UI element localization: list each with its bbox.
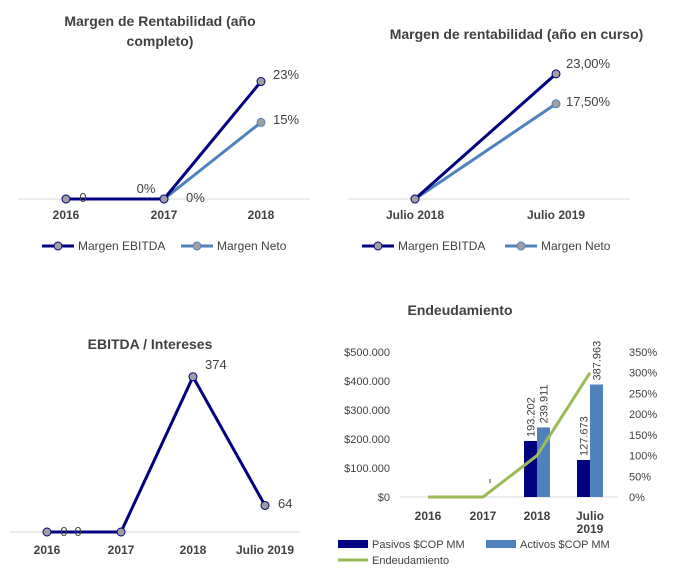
chart-title-line-2: completo) xyxy=(126,33,194,49)
data-point xyxy=(256,117,266,127)
chart-title: Margen de rentabilidad (año en curso) xyxy=(389,26,644,42)
legend-activos-swatch xyxy=(486,540,516,548)
bar-activos xyxy=(590,384,603,497)
legend-margen-neto-label: Margen Neto xyxy=(217,239,287,253)
x-tick-label: Julio 2018 xyxy=(386,208,444,222)
data-label: 0 xyxy=(0,0,4,3)
chart-svg: $0 $100.000 $200.000 $300.000 $400.000 $500.0… xyxy=(338,341,657,567)
y-tick-label: $500.000 xyxy=(344,347,390,359)
x-tick-label: 2016 xyxy=(34,543,61,557)
data-point xyxy=(188,372,198,382)
data-label: 374 xyxy=(205,357,227,372)
data-point xyxy=(256,77,266,87)
legend-margen-neto-label: Margen Neto xyxy=(541,239,611,253)
x-tick-label: Julio xyxy=(576,509,604,523)
data-point xyxy=(551,99,561,109)
chart-title: EBITDA / Intereses xyxy=(87,336,213,352)
chart-endeudamiento: Endeudamiento $0 $100.000 $200.000 $300.000… xyxy=(320,290,693,582)
data-label: 0% xyxy=(186,190,205,205)
data-label: 127.673 xyxy=(579,416,591,456)
legend-margen-ebitda-label: Margen EBITDA xyxy=(78,239,165,253)
y2-tick-label: 300% xyxy=(629,368,657,380)
data-label: 0 xyxy=(79,190,86,205)
x-tick-label: Julio 2019 xyxy=(236,543,294,557)
x-tick-label: 2016 xyxy=(53,208,80,222)
chart-margen-curso: Margen de rentabilidad (año en curso) Ju… xyxy=(340,0,693,270)
x-tick-label: 2018 xyxy=(248,208,275,222)
data-label: 0 xyxy=(60,524,67,539)
data-point xyxy=(42,527,52,537)
x-tick-label: 2019 xyxy=(577,522,604,536)
y2-tick-label: 50% xyxy=(629,471,651,483)
series-line xyxy=(414,102,557,201)
data-point xyxy=(61,194,71,204)
data-point xyxy=(116,527,126,537)
data-label: 64 xyxy=(278,496,292,511)
data-label: 15% xyxy=(273,112,299,127)
legend-margen-ebitda-marker xyxy=(53,241,63,251)
data-point xyxy=(551,69,561,79)
chart-title-line-1: Margen de Rentabilidad (año xyxy=(64,13,256,29)
legend-activos-label: Activos $COP MM xyxy=(520,539,610,551)
chart-title: Margen de Rentabilidad (año completo) xyxy=(30,11,290,51)
y2-tick-label: 100% xyxy=(629,451,657,463)
y-tick-label: $300.000 xyxy=(344,405,390,417)
chart-svg: 2016 2017 2018 0 0% 23% 0 0% 15% Margen EBITDA Mar… xyxy=(0,0,310,253)
legend-pasivos-swatch xyxy=(338,540,368,548)
y-tick-label: $100.000 xyxy=(344,463,390,475)
data-label: 0% xyxy=(137,181,156,196)
series-line xyxy=(47,373,267,534)
y2-tick-label: 150% xyxy=(629,430,657,442)
y-tick-label: $0 xyxy=(378,492,390,504)
bar-pasivos xyxy=(577,459,590,497)
series-line xyxy=(66,121,262,201)
bar-activos xyxy=(537,427,550,497)
y2-tick-label: 350% xyxy=(629,347,657,359)
bar-pasivos xyxy=(524,440,537,497)
y2-tick-label: 250% xyxy=(629,388,657,400)
legend-pasivos-label: Pasivos $COP MM xyxy=(372,539,465,551)
series-line xyxy=(66,80,263,201)
data-label: 23,00% xyxy=(566,56,611,71)
y2-tick-label: 0% xyxy=(629,492,645,504)
x-tick-label: 2017 xyxy=(470,509,497,523)
chart-svg: 2016 2017 2018 Julio 2019 0 0 374 64 xyxy=(10,357,300,557)
data-point xyxy=(159,194,169,204)
x-tick-label: 2018 xyxy=(524,509,551,523)
chart-ebitda-intereses: EBITDA / Intereses 2016 2017 2018 Julio 201… xyxy=(0,290,320,582)
legend-endeudamiento-label: Endeudamiento xyxy=(372,555,449,567)
data-label: 239.911 xyxy=(539,384,551,423)
legend-margen-neto-marker xyxy=(192,241,202,251)
series-line-endeudamiento xyxy=(428,371,592,499)
chart-margen-completo: Margen de Rentabilidad (año completo) 20… xyxy=(0,0,340,270)
x-tick-label: Julio 2019 xyxy=(527,208,585,222)
x-tick-label: 2017 xyxy=(108,543,135,557)
data-point xyxy=(260,500,270,510)
data-label: 0 xyxy=(74,524,81,539)
series-line xyxy=(414,72,557,201)
data-label: 387.963 xyxy=(592,341,604,381)
x-tick-label: 2016 xyxy=(415,509,442,523)
legend-margen-neto-marker xyxy=(516,241,526,251)
y-tick-label: $400.000 xyxy=(344,376,390,388)
x-tick-label: 2017 xyxy=(151,208,178,222)
data-label: 193.202 xyxy=(526,397,538,437)
legend-margen-ebitda-marker xyxy=(373,241,383,251)
chart-svg: Julio 2018 Julio 2019 23,00% 17,50% Margen E… xyxy=(348,56,630,253)
data-label: 17,50% xyxy=(566,94,611,109)
legend-margen-ebitda-label: Margen EBITDA xyxy=(398,239,485,253)
data-point xyxy=(410,194,420,204)
chart-title: Endeudamiento xyxy=(407,302,513,318)
y2-tick-label: 200% xyxy=(629,409,657,421)
data-label: 23% xyxy=(273,67,299,82)
x-tick-label: 2018 xyxy=(180,543,207,557)
y-tick-label: $200.000 xyxy=(344,434,390,446)
